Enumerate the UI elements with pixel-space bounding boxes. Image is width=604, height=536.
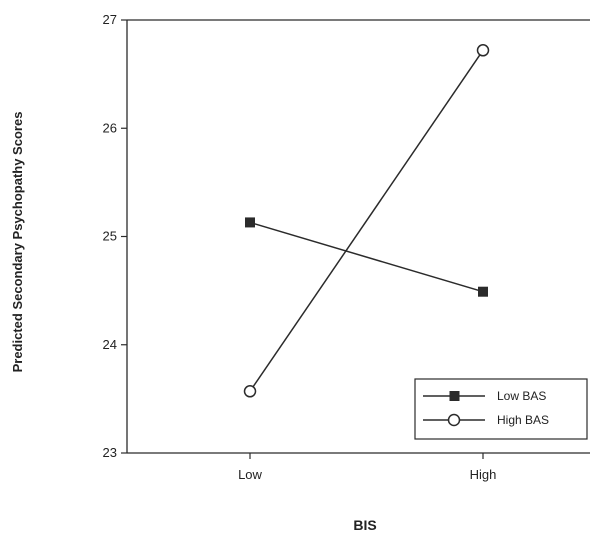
series-line: [249, 221, 484, 293]
legend-item: High BAS: [423, 413, 549, 427]
legend-label: High BAS: [497, 413, 549, 427]
x-axis: Low High: [238, 453, 496, 482]
data-point-circle: [476, 44, 490, 57]
series-low-bas: [245, 217, 488, 297]
x-tick-label: High: [470, 467, 497, 482]
y-tick-label: 23: [103, 445, 117, 460]
y-axis-title: Predicted Secondary Psychopathy Scores: [10, 112, 25, 373]
y-tick-label: 27: [103, 12, 117, 27]
legend-marker-square: [449, 391, 460, 401]
legend-label: Low BAS: [497, 389, 546, 403]
legend-box: [414, 378, 588, 440]
legend-marker-circle: [447, 413, 461, 427]
series-line: [249, 49, 484, 392]
x-tick-label: Low: [238, 467, 262, 482]
y-tick-label: 25: [103, 229, 117, 244]
data-point-circle: [243, 385, 257, 398]
series-layer: [243, 44, 490, 398]
y-axis: 23 24 25 26 27: [103, 12, 127, 460]
data-point-square: [245, 217, 255, 228]
legend: Low BAS High BAS: [414, 378, 588, 440]
data-point-square: [478, 286, 488, 297]
y-tick-label: 24: [103, 337, 117, 352]
y-tick-label: 26: [103, 120, 117, 135]
legend-item: Low BAS: [423, 389, 546, 403]
x-axis-title: BIS: [353, 517, 376, 533]
series-high-bas: [243, 44, 490, 398]
